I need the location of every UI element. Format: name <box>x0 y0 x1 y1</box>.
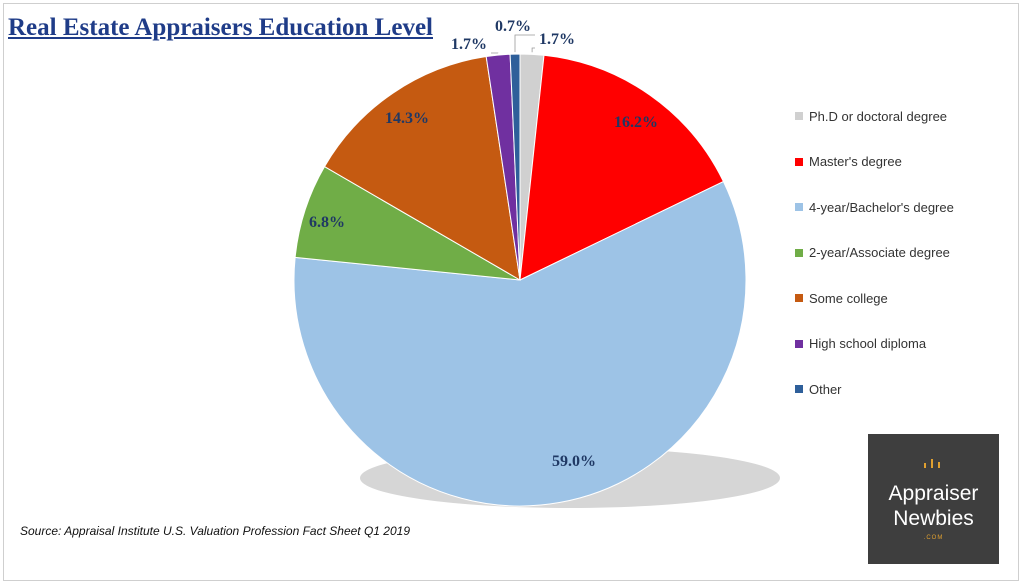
legend-label: 4-year/Bachelor's degree <box>809 199 954 215</box>
legend-swatch <box>795 203 803 211</box>
pie-slice-other <box>509 53 521 281</box>
pie-slices <box>293 53 747 507</box>
legend-item-master-s-degree: Master's degree <box>795 152 902 172</box>
legend-swatch <box>795 294 803 302</box>
data-labels: 1.7% 16.2% 59.0% 6.8% 14.3% 1.7% 0.7% <box>309 18 658 470</box>
legend-swatch <box>795 248 803 257</box>
logo-text-line2: Newbies <box>893 507 974 530</box>
data-label-some-college: 14.3% <box>385 110 429 127</box>
legend-item-2-year-associate-degree: 2-year/Associate degree <box>795 243 950 263</box>
legend-item-ph-d-or-doctoral-degree: Ph.D or doctoral degree <box>795 106 947 126</box>
leader-line-ph-d-or-doctoral-degree <box>531 47 535 53</box>
legend-swatch <box>795 157 803 166</box>
data-label-high-school-diploma: 1.7% <box>451 36 487 53</box>
data-label-ph-d-or-doctoral-degree: 1.7% <box>539 31 575 48</box>
legend-item-some-college: Some college <box>795 288 888 308</box>
legend-label: Ph.D or doctoral degree <box>809 108 948 124</box>
appraiser-newbies-logo: Appraiser Newbies .COM <box>868 434 999 564</box>
legend-swatch <box>795 112 803 120</box>
pie-slice-some-college <box>323 55 521 281</box>
legend-label: Other <box>809 381 842 397</box>
legend-item-high-school-diploma: High school diploma <box>795 334 926 354</box>
legend-label: 2-year/Associate degree <box>809 245 950 260</box>
leader-lines <box>491 34 535 54</box>
legend-label: Some college <box>809 290 888 306</box>
bar-chart-icon <box>924 458 944 468</box>
data-label-master-s-degree: 16.2% <box>614 114 658 131</box>
data-label-other: 0.7% <box>495 18 531 35</box>
leader-line-other <box>514 34 535 53</box>
legend-swatch <box>795 339 803 348</box>
data-label-4-year-bachelor-s-degree: 59.0% <box>552 453 596 470</box>
legend-item-other: Other <box>795 379 842 399</box>
legend-label: High school diploma <box>809 336 927 351</box>
chart-title: Real Estate Appraisers Education Level <box>8 14 433 41</box>
logo-text-line1: Appraiser <box>888 482 979 505</box>
legend-label: Master's degree <box>809 154 902 169</box>
pie-slice-master-s-degree <box>519 54 725 281</box>
legend-item-4-year-bachelor-s-degree: 4-year/Bachelor's degree <box>795 197 954 217</box>
legend-swatch <box>795 385 803 393</box>
pie-slice-4-year-bachelor-s-degree <box>293 180 747 507</box>
source-note: Source: Appraisal Institute U.S. Valuati… <box>20 524 410 538</box>
data-label-2-year-associate-degree: 6.8% <box>309 214 345 231</box>
logo-suffix: .COM <box>923 535 944 541</box>
